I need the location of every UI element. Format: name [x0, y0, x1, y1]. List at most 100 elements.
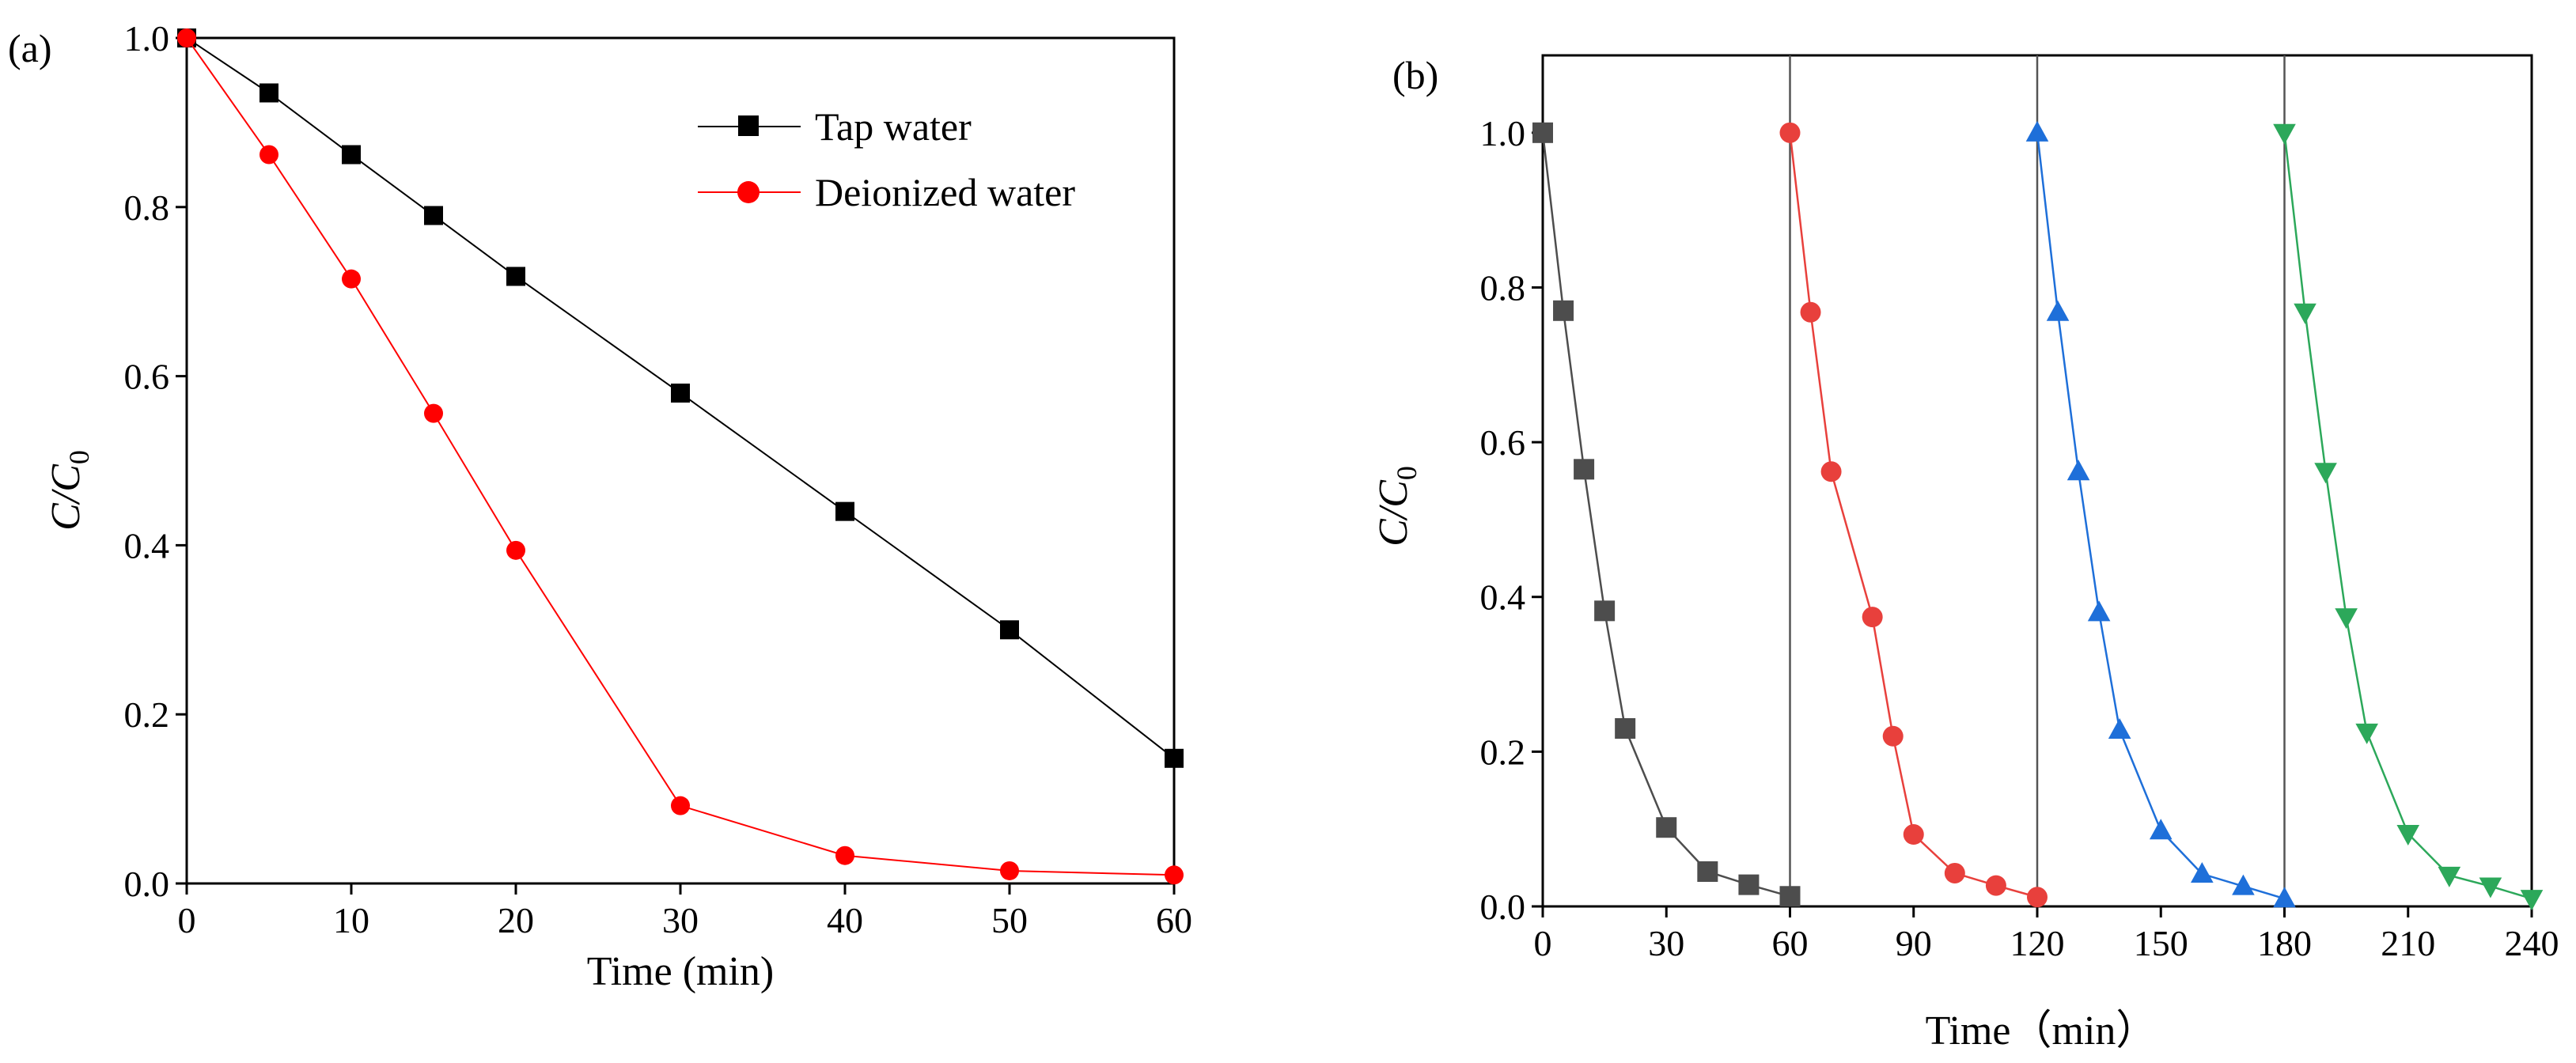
- data-point-tap-water: [424, 206, 443, 225]
- y-tick-label: 1.0: [124, 18, 170, 59]
- data-point-cycle-2: [1820, 461, 1842, 482]
- data-point-cycle-3: [2046, 300, 2070, 321]
- data-point-cycle-4: [2294, 303, 2317, 324]
- data-point-deionized-water: [506, 540, 525, 560]
- data-point-deionized-water: [177, 28, 196, 47]
- legend-label-deionized-water: Deionized water: [815, 170, 1075, 214]
- data-point-deionized-water: [259, 145, 278, 165]
- x-tick-label: 240: [2505, 923, 2559, 963]
- series-line-cycle-4: [2283, 132, 2532, 900]
- data-point-cycle-4: [2520, 890, 2544, 911]
- y-axis-label-sub-b: 0: [1391, 466, 1422, 480]
- data-point-deionized-water: [424, 403, 443, 423]
- x-tick-label: 180: [2257, 923, 2312, 963]
- series-line-cycle-3: [2036, 132, 2285, 900]
- data-point-deionized-water: [1165, 865, 1184, 885]
- data-point-cycle-3: [2108, 718, 2131, 740]
- y-tick-label: 0.4: [124, 525, 170, 566]
- series-line-cycle-2: [1789, 132, 2038, 898]
- x-tick-label: 60: [1772, 923, 1809, 963]
- data-point-cycle-1: [1574, 459, 1595, 480]
- y-axis-label-main-b: C/C: [1371, 479, 1416, 547]
- chart-panel-b: (b) 0 30 60 90 120 150 180 210 240 0.0 0.2 0.4 0.6 0.…: [1371, 53, 2559, 1054]
- y-axis-label-a: C/C0: [44, 450, 95, 531]
- x-tick-label: 30: [1648, 923, 1684, 963]
- data-point-cycle-1: [1615, 718, 1636, 740]
- x-tick-label: 120: [2010, 923, 2065, 963]
- y-tick-label: 0.8: [1480, 267, 1526, 308]
- data-point-cycle-4: [2479, 877, 2502, 898]
- data-point-deionized-water: [342, 269, 361, 289]
- data-point-tap-water: [1000, 620, 1019, 640]
- data-point-deionized-water: [671, 796, 690, 815]
- data-point-cycle-3: [2149, 819, 2173, 840]
- data-point-tap-water: [835, 501, 854, 521]
- data-point-cycle-3: [2273, 887, 2296, 908]
- y-tick-label: 0.4: [1480, 577, 1526, 618]
- y-tick-label: 0.6: [1480, 422, 1526, 463]
- y-tick-label: 0.2: [124, 694, 170, 735]
- data-point-cycle-3: [2025, 120, 2049, 142]
- y-axis-label-b: C/C0: [1371, 466, 1422, 547]
- data-point-cycle-1: [1779, 886, 1801, 907]
- legend-marker-deionized-water: [737, 181, 760, 203]
- data-point-cycle-2: [1985, 875, 2006, 896]
- chart-panel-a: (a) 0 10 20 30 40 50 60 0.0 0.2 0.4 0.6 0.8 1.0 Time…: [8, 18, 1192, 994]
- x-tick-label: 0: [1534, 923, 1552, 963]
- data-point-cycle-4: [2335, 608, 2358, 630]
- data-point-cycle-2: [2027, 887, 2048, 908]
- x-tick-label: 210: [2381, 923, 2435, 963]
- y-tick-label: 1.0: [1480, 113, 1526, 153]
- data-point-cycle-2: [1862, 607, 1883, 628]
- plot-frame-a: [185, 36, 1176, 885]
- data-point-cycle-1: [1656, 817, 1677, 838]
- y-tick-label: 0.0: [1480, 887, 1526, 927]
- data-point-cycle-3: [2066, 460, 2090, 481]
- data-point-cycle-4: [2355, 723, 2378, 744]
- data-point-cycle-2: [1903, 824, 1924, 845]
- data-point-cycle-1: [1738, 874, 1760, 895]
- x-tick-label: 150: [2134, 923, 2188, 963]
- y-tick-label: 0.0: [124, 864, 170, 904]
- data-point-cycle-1: [1553, 300, 1574, 321]
- x-tick-label: 0: [178, 900, 196, 940]
- y-tick-label: 0.2: [1480, 732, 1526, 772]
- y-axis-label-sub-a: 0: [63, 450, 95, 464]
- data-point-cycle-4: [2314, 463, 2337, 484]
- x-tick-label: 90: [1896, 923, 1932, 963]
- series-line-deionized-water: [186, 37, 1175, 876]
- data-point-cycle-4: [2438, 866, 2461, 887]
- x-tick-label: 40: [827, 900, 863, 940]
- data-point-cycle-1: [1697, 861, 1718, 882]
- panel-label-b: (b): [1392, 53, 1438, 97]
- data-point-tap-water: [259, 83, 278, 103]
- legend-a: Tap water Deionized water: [698, 104, 1075, 214]
- legend-label-tap-water: Tap water: [815, 104, 972, 149]
- data-point-cycle-1: [1532, 122, 1553, 143]
- y-tick-label: 0.8: [124, 187, 170, 228]
- data-point-cycle-3: [2087, 600, 2111, 622]
- legend-marker-tap-water: [738, 115, 759, 136]
- data-point-deionized-water: [1000, 861, 1019, 880]
- data-point-cycle-3: [2232, 874, 2255, 895]
- x-axis-label-a: Time (min): [587, 949, 774, 994]
- x-tick-label: 20: [498, 900, 534, 940]
- data-point-cycle-1: [1594, 600, 1616, 622]
- y-tick-label: 0.6: [124, 357, 170, 397]
- x-tick-label: 10: [333, 900, 369, 940]
- y-axis-label-main-a: C/C: [44, 463, 89, 531]
- data-point-cycle-3: [2191, 861, 2214, 883]
- data-point-tap-water: [1165, 748, 1184, 768]
- series-line-cycle-1: [1541, 132, 1790, 898]
- data-point-cycle-4: [2273, 123, 2296, 145]
- x-axis-label-b: Time（min）: [1926, 1008, 2157, 1054]
- data-point-cycle-2: [1779, 122, 1801, 143]
- panel-label-a: (a): [8, 26, 52, 70]
- x-tick-label: 60: [1156, 900, 1192, 940]
- data-point-cycle-4: [2396, 825, 2420, 846]
- data-point-cycle-2: [1882, 725, 1904, 747]
- data-point-cycle-2: [1800, 301, 1821, 323]
- x-tick-label: 50: [991, 900, 1028, 940]
- data-point-tap-water: [671, 383, 690, 403]
